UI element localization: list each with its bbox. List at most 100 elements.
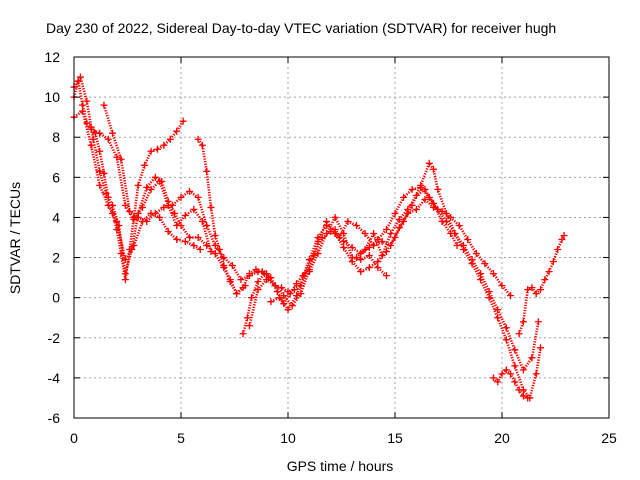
data-point-marker (374, 258, 382, 266)
data-point-marker (545, 268, 553, 276)
data-point-marker (391, 209, 399, 217)
data-point-marker (96, 181, 104, 189)
data-point-marker (239, 284, 247, 292)
series-line-5 (102, 104, 267, 281)
x-tick-label: 25 (601, 430, 617, 446)
data-point-marker (434, 185, 442, 193)
data-point-marker (143, 183, 151, 191)
data-point-marker (196, 246, 204, 254)
data-point-marker (378, 238, 386, 246)
data-point-marker (134, 181, 142, 189)
data-point-marker (400, 193, 408, 201)
data-point-marker (297, 290, 305, 298)
data-point-marker (121, 256, 129, 264)
series-markers-4 (87, 125, 215, 256)
data-point-marker (438, 207, 446, 215)
data-point-marker (245, 322, 253, 330)
data-point-marker (113, 217, 121, 225)
data-point-marker (263, 276, 271, 284)
data-point-marker (558, 236, 566, 244)
data-point-marker (549, 258, 557, 266)
data-point-marker (532, 290, 540, 298)
data-point-marker (382, 272, 390, 280)
data-point-marker (198, 217, 206, 225)
data-point-marker (472, 250, 480, 258)
data-point-marker (228, 262, 236, 270)
y-tick-label: -2 (48, 330, 61, 346)
data-point-marker (87, 141, 95, 149)
data-point-marker (498, 370, 506, 378)
data-point-marker (502, 336, 510, 344)
series-markers-7 (239, 183, 542, 374)
data-point-marker (190, 205, 198, 213)
data-point-marker (203, 242, 211, 250)
data-point-marker (378, 252, 386, 260)
data-point-marker (453, 242, 461, 250)
data-point-marker (181, 211, 189, 219)
data-point-marker (121, 276, 129, 284)
data-point-marker (357, 268, 365, 276)
data-point-marker (464, 236, 472, 244)
data-point-marker (243, 314, 251, 322)
data-point-marker (109, 129, 117, 137)
data-point-marker (260, 270, 268, 278)
data-point-marker (293, 292, 301, 300)
data-point-marker (173, 236, 181, 244)
data-point-marker (489, 374, 497, 382)
data-point-marker (323, 217, 331, 225)
data-point-marker (537, 344, 545, 352)
data-point-marker (519, 392, 527, 400)
data-point-marker (519, 318, 527, 326)
y-tick-label: 2 (52, 250, 60, 266)
data-point-marker (430, 199, 438, 207)
data-point-marker (318, 234, 326, 241)
data-point-marker (494, 378, 502, 386)
data-point-marker (357, 256, 365, 264)
data-point-marker (515, 330, 523, 338)
data-point-marker (220, 254, 228, 262)
series-markers-11 (489, 366, 532, 402)
data-point-marker (365, 252, 373, 260)
data-point-marker (254, 278, 262, 286)
data-point-marker (130, 215, 138, 223)
x-tick-label: 15 (387, 430, 403, 446)
data-point-marker (361, 246, 369, 254)
series-line-3 (73, 109, 201, 261)
data-point-marker (421, 195, 429, 203)
data-point-marker (83, 97, 91, 105)
data-point-marker (421, 185, 429, 193)
data-point-marker (502, 324, 510, 332)
data-point-marker (207, 248, 215, 256)
y-tick-label: 6 (52, 169, 60, 185)
data-point-marker (485, 294, 493, 302)
data-point-marker (502, 366, 510, 374)
data-point-marker (534, 318, 542, 326)
data-point-marker (171, 209, 179, 217)
data-point-marker (177, 193, 185, 201)
y-tick-label: 8 (52, 129, 60, 145)
data-point-marker (252, 266, 260, 274)
data-point-marker (560, 231, 568, 239)
data-point-marker (181, 238, 189, 246)
data-point-marker (168, 201, 176, 209)
data-point-marker (100, 169, 108, 177)
data-point-marker (87, 125, 95, 133)
data-point-marker (327, 227, 335, 235)
data-point-marker (275, 294, 283, 302)
data-point-marker (430, 165, 438, 173)
data-point-marker (211, 250, 219, 258)
data-point-marker (79, 101, 87, 109)
data-point-marker (524, 394, 532, 402)
data-point-marker (239, 330, 247, 338)
data-point-marker (417, 181, 425, 189)
data-point-marker (126, 207, 134, 215)
data-point-marker (267, 298, 275, 306)
data-point-marker (494, 306, 502, 314)
data-point-marker (138, 203, 146, 211)
data-point-marker (220, 262, 228, 270)
data-point-marker (438, 217, 446, 225)
data-point-marker (340, 244, 348, 252)
data-point-marker (528, 354, 536, 362)
data-point-marker (511, 362, 519, 370)
